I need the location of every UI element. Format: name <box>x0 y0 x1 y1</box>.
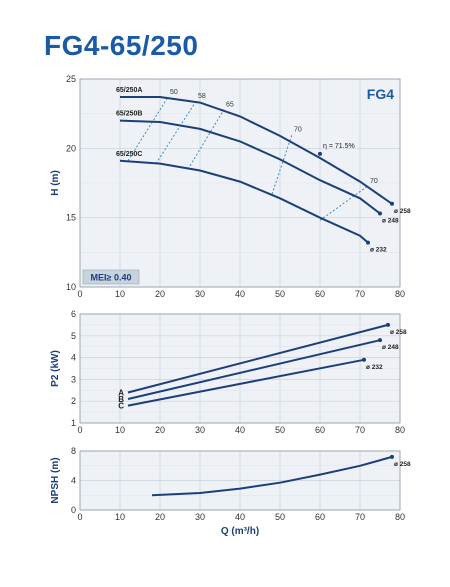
x-tick-label: 30 <box>195 425 205 435</box>
x-tick-label: 50 <box>275 512 285 522</box>
series-end-marker <box>378 211 382 216</box>
panel-3: 0 10 20 30 40 50 60 70 80 0 4 8 NPSH (m) Q (m³/h) ø 25… <box>50 446 411 537</box>
series-line <box>119 159 369 244</box>
efficiency-label: 65 <box>226 102 234 109</box>
efficiency-line <box>271 134 293 195</box>
x-tick-label: 70 <box>355 289 365 299</box>
series-line <box>127 339 381 400</box>
x-tick-label: 10 <box>115 425 125 435</box>
x-tick-label: 40 <box>235 425 245 435</box>
series-end-label: ø 232 <box>370 247 387 254</box>
x-tick-label: 80 <box>395 425 405 435</box>
series-end-label: ø 232 <box>366 364 383 371</box>
series-end-label: ø 258 <box>390 329 407 336</box>
mei-badge-label: MEI≥ 0.40 <box>91 273 132 283</box>
y-tick-label: 0 <box>71 505 76 515</box>
y-tick-label: 25 <box>66 74 76 84</box>
efficiency-label: 58 <box>198 93 206 100</box>
y-tick-label: 10 <box>66 282 76 292</box>
x-tick-label: 30 <box>195 512 205 522</box>
x-tick-label: 30 <box>195 289 205 299</box>
series-end-label: ø 248 <box>382 344 399 351</box>
series-end-marker <box>386 322 390 327</box>
series-line <box>127 358 365 407</box>
series-name-label: B <box>118 395 124 404</box>
efficiency-point-marker <box>318 151 322 156</box>
series-end-label: ø 248 <box>382 218 399 225</box>
x-tick-label: 60 <box>315 289 325 299</box>
y-tick-label: 5 <box>71 331 76 341</box>
series-line <box>127 323 389 394</box>
x-tick-label: 20 <box>155 425 165 435</box>
series-end-label: ø 258 <box>394 208 411 215</box>
y-tick-label: 4 <box>71 353 76 363</box>
series-line <box>119 119 381 215</box>
series-end-marker <box>378 338 382 343</box>
x-tick-label: 10 <box>115 512 125 522</box>
efficiency-label: 50 <box>170 89 178 96</box>
y-tick-label: 4 <box>71 476 76 486</box>
series-name-label: 65/250B <box>116 111 142 118</box>
y-axis-label: H (m) <box>50 170 61 196</box>
efficiency-line <box>155 100 197 164</box>
efficiency-label: 70 <box>370 178 378 185</box>
x-tick-label: 60 <box>315 425 325 435</box>
efficiency-annotation: η = 71.5% <box>323 143 355 150</box>
efficiency-line <box>319 185 369 221</box>
plot-frame <box>79 78 401 288</box>
y-axis-label: NPSH (m) <box>50 457 61 503</box>
x-tick-label: 60 <box>315 512 325 522</box>
y-tick-label: 8 <box>71 446 76 456</box>
series-end-marker <box>366 240 370 245</box>
y-axis-label: P2 (kW) <box>50 350 61 387</box>
x-tick-label: 40 <box>235 512 245 522</box>
plot-frame <box>79 313 401 424</box>
series-line <box>151 455 393 497</box>
panel-label: FG4 <box>367 86 394 102</box>
x-tick-label: 20 <box>155 512 165 522</box>
series-end-label: ø 258 <box>394 461 411 468</box>
x-tick-label: 70 <box>355 425 365 435</box>
series-end-marker <box>362 357 366 362</box>
x-tick-label: 80 <box>395 512 405 522</box>
efficiency-line <box>127 96 169 162</box>
series-name-label: 65/250A <box>116 87 142 94</box>
x-tick-label: 20 <box>155 289 165 299</box>
x-tick-label: 0 <box>77 425 82 435</box>
page-title: FG4-65/250 <box>44 30 199 61</box>
x-tick-label: 40 <box>235 289 245 299</box>
x-tick-label: 10 <box>115 289 125 299</box>
series-line <box>120 96 393 205</box>
y-tick-label: 6 <box>71 309 76 319</box>
series-name-label: A <box>118 388 124 397</box>
y-tick-label: 3 <box>71 374 76 384</box>
x-tick-label: 50 <box>275 425 285 435</box>
x-tick-label: 0 <box>77 512 82 522</box>
plot-frame <box>79 450 401 511</box>
x-tick-label: 70 <box>355 512 365 522</box>
series-end-marker <box>390 201 394 206</box>
x-tick-label: 80 <box>395 289 405 299</box>
series-end-marker <box>390 454 394 459</box>
x-tick-label: 0 <box>77 289 82 299</box>
y-tick-label: 2 <box>71 396 76 406</box>
y-tick-label: 1 <box>71 418 76 428</box>
y-tick-label: 15 <box>66 213 76 223</box>
series-name-label: 65/250C <box>116 151 142 158</box>
panel-2: 0 10 20 30 40 50 60 70 80 1 2 3 4 5 6 P2 (kW) ø 258 Aø 24… <box>50 309 407 435</box>
x-tick-label: 50 <box>275 289 285 299</box>
efficiency-label: 70 <box>294 126 302 133</box>
mei-badge <box>82 269 140 285</box>
y-tick-label: 20 <box>66 143 76 153</box>
x-axis-label: Q (m³/h) <box>221 526 259 537</box>
series-name-label: C <box>118 402 124 411</box>
